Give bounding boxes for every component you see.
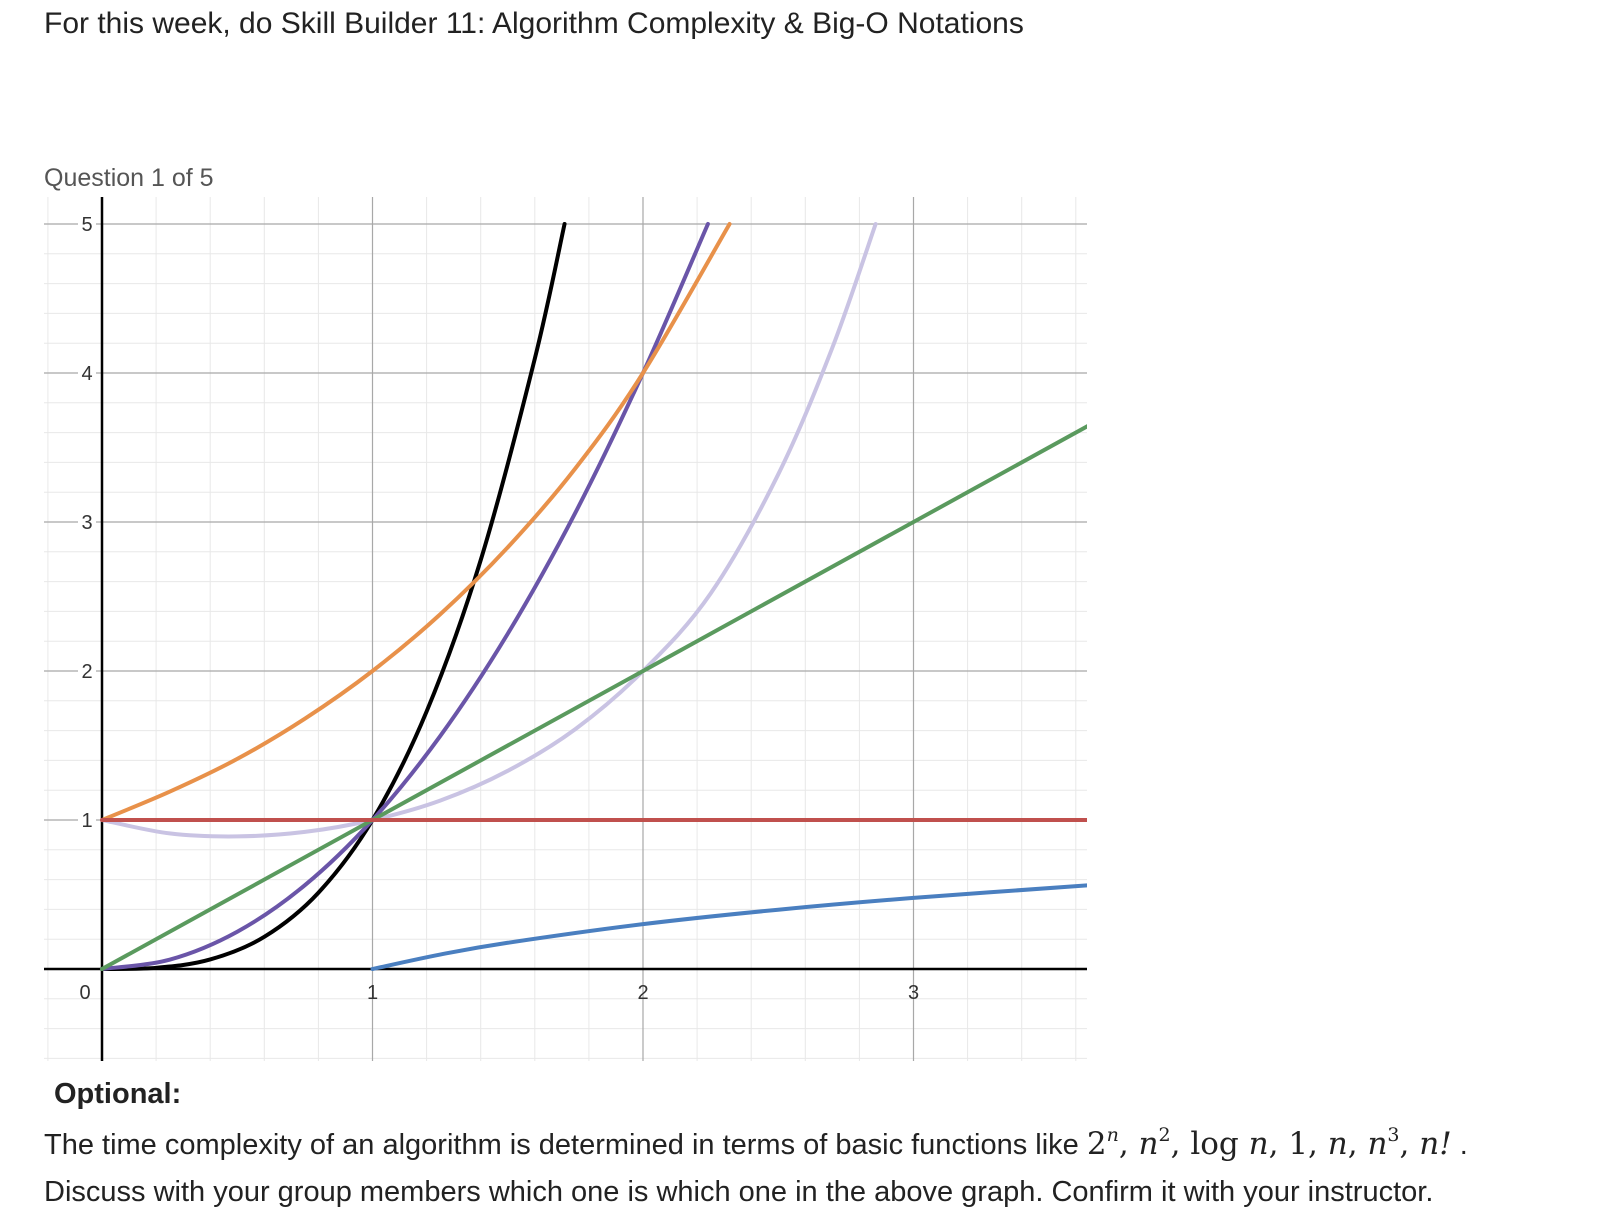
y-tick-label-bg <box>78 510 96 534</box>
description-line-1: The time complexity of an algorithm is d… <box>44 1124 1468 1163</box>
y-tick-label-bg <box>78 212 96 236</box>
y-tick-label-bg <box>78 361 96 385</box>
description-line-2: Discuss with your group members which on… <box>44 1176 1434 1208</box>
question-counter: Question 1 of 5 <box>44 164 214 192</box>
series-line-5 <box>100 424 1087 971</box>
series-line-7 <box>370 883 1087 971</box>
y-tick-label-bg <box>78 808 96 832</box>
series-line-3 <box>100 222 732 822</box>
intro-text: For this week, do Skill Builder 11: Algo… <box>44 7 1024 40</box>
series-line-4 <box>100 222 878 839</box>
x-tick-label: 0 <box>79 982 90 1004</box>
optional-heading: Optional: <box>54 1078 182 1110</box>
y-tick-label: 3 <box>81 512 92 534</box>
description-text: The time complexity of an algorithm is d… <box>44 1129 1079 1161</box>
major-gridlines <box>44 197 1087 1061</box>
minor-gridlines <box>44 197 1087 1061</box>
y-tick-label: 1 <box>81 810 92 832</box>
y-tick-label: 5 <box>81 214 92 236</box>
series-line-1 <box>100 222 567 971</box>
x-tick-label: 1 <box>367 982 378 1004</box>
x-tick-label: 3 <box>908 982 919 1004</box>
y-tick-label-bg <box>78 659 96 683</box>
series-line-2 <box>100 222 710 971</box>
y-tick-label: 2 <box>81 661 92 683</box>
math-function-list: 2n, n2, log n, 1, n, n3, n! <box>1086 1124 1452 1163</box>
series-layer <box>100 222 1087 971</box>
tick-labels: 0 1 2 3 1 2 3 4 5 <box>78 212 919 1004</box>
x-tick-label: 2 <box>637 982 648 1004</box>
y-tick-label: 4 <box>81 363 92 385</box>
axes <box>44 197 1087 1061</box>
